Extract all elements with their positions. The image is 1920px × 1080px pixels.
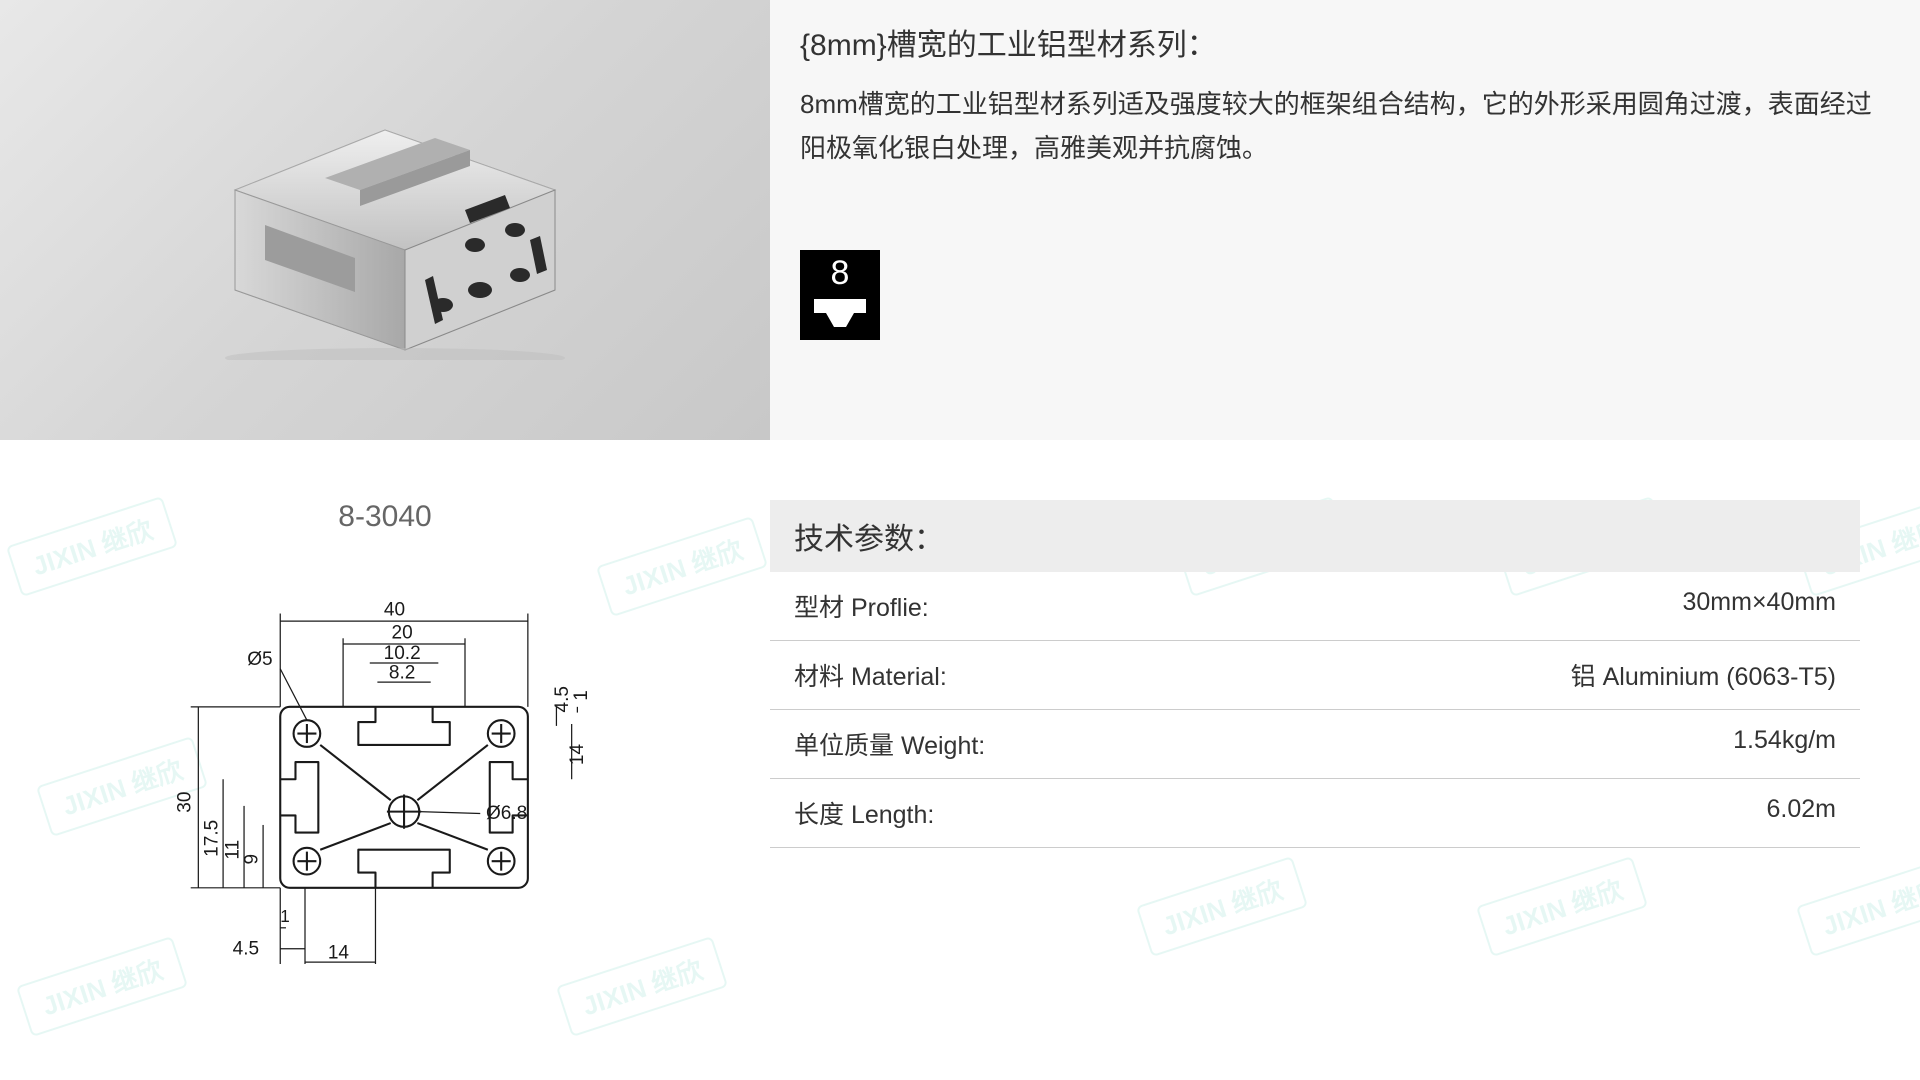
slot-badge-number: 8 bbox=[831, 254, 850, 293]
dim-w-slot-top: 10.2 bbox=[384, 643, 421, 664]
dim-w-slot-span: 20 bbox=[392, 622, 413, 643]
slot-width-badge: 8 bbox=[800, 250, 880, 340]
dim-r-bottom-c: 1 bbox=[280, 906, 290, 926]
dim-h-c: 9 bbox=[241, 854, 262, 865]
dim-dia-corner: Ø5 bbox=[247, 649, 272, 670]
dim-h-outer: 30 bbox=[175, 792, 196, 813]
spec-label: 单位质量 Weight: bbox=[794, 726, 985, 762]
spec-label: 材料 Material: bbox=[794, 657, 947, 693]
spec-label: 型材 Proflie: bbox=[794, 588, 929, 624]
product-3d-render bbox=[0, 0, 770, 440]
description-body: 8mm槽宽的工业铝型材系列适及强度较大的框架组合结构，它的外形采用圆角过渡，表面… bbox=[800, 82, 1880, 170]
top-section: {8mm}槽宽的工业铝型材系列： 8mm槽宽的工业铝型材系列适及强度较大的框架组… bbox=[0, 0, 1920, 440]
drawing-model-number: 8-3040 bbox=[60, 500, 710, 534]
bottom-section: 8-3040 bbox=[0, 440, 1920, 969]
description-title: {8mm}槽宽的工业铝型材系列： bbox=[800, 20, 1880, 64]
dim-w-outer: 40 bbox=[384, 599, 405, 620]
description-panel: {8mm}槽宽的工业铝型材系列： 8mm槽宽的工业铝型材系列适及强度较大的框架组… bbox=[770, 0, 1920, 440]
spec-header: 技术参数： bbox=[770, 500, 1860, 572]
spec-label: 长度 Length: bbox=[794, 795, 934, 831]
dim-h-a: 17.5 bbox=[201, 820, 222, 857]
dim-r-edge-b: 1 bbox=[571, 690, 592, 701]
dim-dia-center: Ø6.8 bbox=[486, 803, 527, 824]
spec-panel: 技术参数： 型材 Proflie: 30mm×40mm 材料 Material:… bbox=[770, 500, 1920, 969]
dim-r-bottom-b: 4.5 bbox=[233, 938, 259, 959]
dim-r-bottom-a: 14 bbox=[328, 942, 350, 963]
spec-value: 30mm×40mm bbox=[1682, 588, 1836, 624]
dim-w-slot-inner: 8.2 bbox=[389, 662, 415, 683]
technical-drawing-panel: 8-3040 bbox=[0, 500, 770, 969]
dim-r-edge-a: 4.5 bbox=[552, 686, 573, 712]
spec-row: 长度 Length: 6.02m bbox=[770, 779, 1860, 848]
spec-value: 6.02m bbox=[1767, 795, 1836, 831]
spec-row: 单位质量 Weight: 1.54kg/m bbox=[770, 710, 1860, 779]
spec-row: 型材 Proflie: 30mm×40mm bbox=[770, 572, 1860, 641]
spec-value: 铝 Aluminium (6063-T5) bbox=[1571, 657, 1836, 693]
spec-row: 材料 Material: 铝 Aluminium (6063-T5) bbox=[770, 641, 1860, 710]
slot-badge-icon bbox=[810, 295, 870, 335]
dim-r-side-a: 14 bbox=[567, 743, 588, 765]
spec-value: 1.54kg/m bbox=[1733, 726, 1836, 762]
dim-h-b: 11 bbox=[222, 840, 243, 860]
technical-drawing-svg: 40 20 10.2 8.2 Ø5 Ø6.8 bbox=[125, 564, 645, 964]
extrusion-3d-svg bbox=[175, 80, 595, 360]
